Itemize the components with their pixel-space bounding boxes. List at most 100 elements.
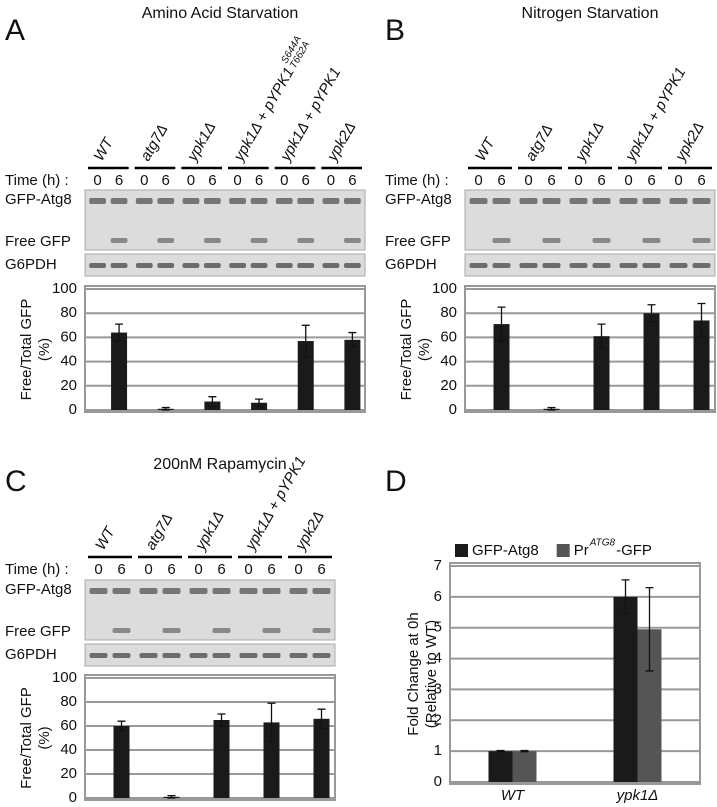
y-axis-label: Fold Change at 0h — [405, 612, 422, 735]
band — [112, 588, 131, 594]
blot-label: G6PDH — [5, 646, 57, 663]
time-value: 0 — [244, 561, 252, 578]
band — [275, 263, 293, 268]
y-tick-label: 7 — [434, 557, 442, 574]
band — [189, 653, 208, 658]
band — [619, 198, 638, 204]
plot-frame — [449, 562, 701, 785]
bar — [213, 720, 230, 798]
y-tick-label: 60 — [60, 328, 77, 345]
y-tick-label: 0 — [449, 401, 457, 418]
band — [157, 263, 175, 268]
blot-label: Free GFP — [385, 233, 451, 250]
band — [239, 588, 258, 594]
band — [492, 238, 511, 243]
band — [519, 198, 538, 204]
time-value: 0 — [474, 172, 482, 189]
band — [289, 653, 308, 658]
band — [297, 198, 315, 204]
time-value: 6 — [697, 172, 705, 189]
band — [182, 263, 200, 268]
band — [297, 238, 315, 243]
band — [110, 198, 128, 204]
blot-label: Free GFP — [5, 233, 71, 250]
band — [542, 238, 561, 243]
time-value: 6 — [167, 561, 175, 578]
y-tick-label: 0 — [69, 401, 77, 418]
time-value: 0 — [280, 172, 288, 189]
y-tick-label: 5 — [434, 619, 442, 636]
blot — [84, 643, 336, 667]
time-label: Time (h) : — [5, 172, 69, 189]
y-tick-label: 40 — [440, 353, 457, 370]
y-axis-label: (%) — [416, 338, 433, 361]
bar — [488, 751, 513, 782]
band — [492, 198, 511, 204]
time-value: 0 — [294, 561, 302, 578]
blot-label: Free GFP — [5, 623, 71, 640]
time-value: 6 — [547, 172, 555, 189]
time-label: Time (h) : — [5, 561, 69, 578]
blot-label: G6PDH — [385, 256, 437, 273]
y-tick-label: 2 — [434, 711, 442, 728]
bar — [344, 339, 361, 410]
legend-swatch — [455, 544, 468, 557]
band — [344, 238, 361, 243]
y-tick-label: 40 — [60, 741, 77, 758]
error-bar — [496, 749, 505, 753]
band — [250, 198, 268, 204]
band — [89, 198, 106, 204]
band — [204, 238, 221, 243]
band — [112, 653, 131, 658]
band — [569, 263, 588, 268]
time-value: 0 — [624, 172, 632, 189]
panel-title: 200nM Rapamycin — [153, 456, 286, 473]
panel-title: Nitrogen Starvation — [522, 5, 659, 22]
x-tick-label: ypk1Δ — [616, 787, 659, 804]
error-bar — [317, 708, 326, 730]
error-bar — [255, 398, 264, 408]
error-bar — [621, 579, 630, 615]
y-tick-label: 100 — [52, 280, 77, 297]
band — [110, 238, 128, 243]
bar — [613, 596, 638, 782]
y-tick-label: 4 — [434, 650, 442, 667]
strain-label: ypk1Δ — [183, 119, 219, 165]
blot — [84, 189, 366, 251]
y-tick-label: 3 — [434, 680, 442, 697]
band — [275, 198, 293, 204]
error-bar — [161, 406, 170, 411]
strain-label: atg7Δ — [522, 121, 556, 164]
y-tick-label: 80 — [440, 304, 457, 321]
band — [469, 198, 488, 204]
band — [469, 263, 488, 268]
strain-label: WT — [92, 523, 119, 553]
band — [312, 588, 331, 594]
band — [322, 198, 340, 204]
y-axis-label: (%) — [36, 726, 53, 749]
strain-label: atg7Δ — [137, 121, 171, 164]
y-tick-label: 6 — [434, 588, 442, 605]
band — [135, 263, 153, 268]
bar — [512, 751, 537, 782]
y-axis-label: Free/Total GFP — [398, 299, 415, 401]
time-value: 0 — [93, 172, 101, 189]
band — [250, 238, 268, 243]
panel-letter: B — [385, 14, 405, 47]
band — [157, 238, 175, 243]
y-tick-label: 1 — [434, 742, 442, 759]
band — [569, 198, 588, 204]
band — [692, 263, 711, 268]
strain-label: ypk1Δ — [192, 508, 228, 554]
y-axis-label: Free/Total GFP — [18, 299, 35, 401]
band — [642, 263, 661, 268]
time-value: 6 — [317, 561, 325, 578]
time-value: 6 — [267, 561, 275, 578]
error-bar — [647, 304, 656, 323]
band — [204, 263, 221, 268]
error-bar — [208, 396, 217, 408]
blot — [84, 253, 366, 277]
error-bar — [497, 306, 506, 342]
band — [344, 263, 361, 268]
